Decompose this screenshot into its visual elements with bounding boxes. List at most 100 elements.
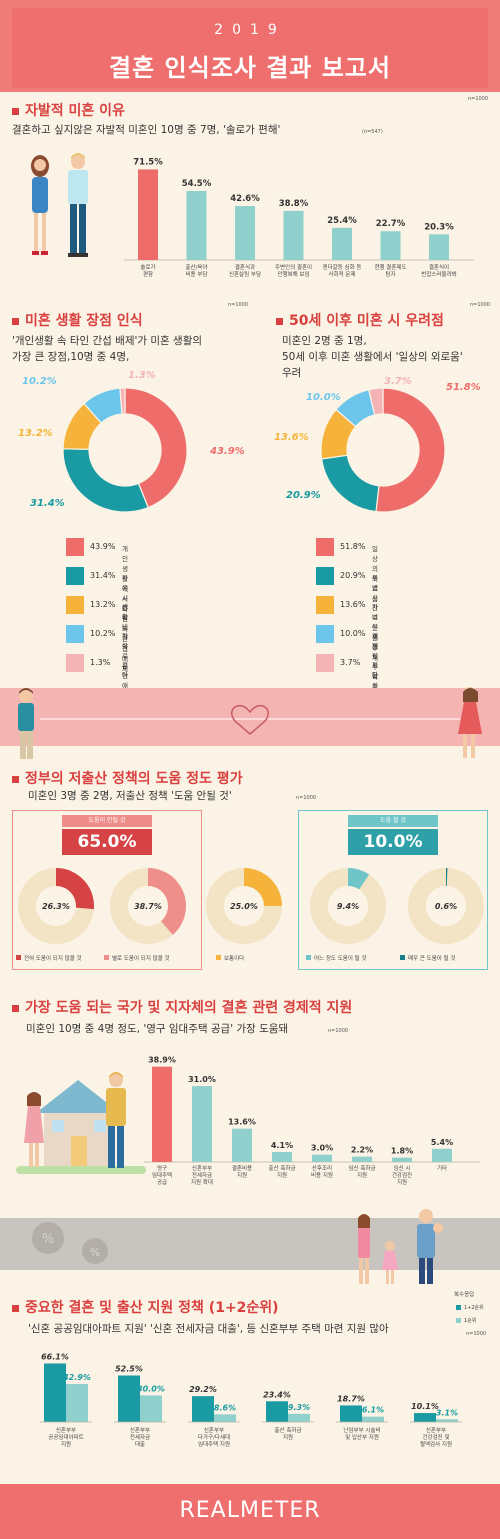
econ-bar xyxy=(352,1156,372,1162)
helpful-value: 10.0% xyxy=(348,829,438,855)
reasons-bar xyxy=(138,169,158,260)
econ-category-label: 기타 xyxy=(437,1164,447,1172)
woman-holding-string-icon xyxy=(458,687,482,758)
sec5-n: n=1000 xyxy=(328,1028,349,1034)
worries-donut-chart: 51.8% 20.9% 13.6% 10.0% 3.7% xyxy=(274,376,481,513)
advantages-pct-label: 13.2% xyxy=(18,428,53,439)
sec4-subtitle: 미혼인 3명 중 2명, 저출산 정책 '도움 안될 것' xyxy=(28,790,232,802)
mother-figure-icon xyxy=(358,1214,370,1284)
sec6-subtitle: '신혼 공공임대아파트 지원' '신혼 전세자금 대출', 등 신혼부부 주택 … xyxy=(28,1323,389,1335)
sec5-subtitle: 미혼인 10명 중 4명 정도, '영구 임대주택 공급' 가장 도움돼 xyxy=(26,1023,289,1035)
policy-bar-first xyxy=(214,1414,236,1422)
policy-gauge-value: 25.0% xyxy=(230,902,258,911)
econ-bar-value: 5.4% xyxy=(431,1138,453,1147)
legend-pct: 20.9% xyxy=(340,571,366,580)
policy-bar-first xyxy=(140,1395,162,1422)
econ-bar-value: 1.8% xyxy=(391,1147,413,1156)
sec6-title: 중요한 결혼 및 출산 지원 정책 (1+2순위) xyxy=(12,1297,279,1317)
sec2-n: n=1000 xyxy=(228,302,249,308)
policy-bar-first-second xyxy=(118,1375,140,1422)
advantages-pct-label: 31.4% xyxy=(30,498,65,509)
econ-category-label: 산후조리 비용 지원 xyxy=(311,1164,333,1179)
policy-gauge-value: 0.6% xyxy=(435,902,457,911)
not-helpful-value: 65.0% xyxy=(62,829,152,855)
econ-bar-value: 38.9% xyxy=(148,1056,176,1065)
policy-gauge-slice xyxy=(244,868,282,906)
man-holding-string-icon xyxy=(18,688,34,759)
legend-pct: 51.8% xyxy=(340,542,366,551)
policy-legend-text: 보통이다 xyxy=(224,954,244,962)
reasons-bar xyxy=(380,231,401,260)
legend-swatch xyxy=(316,654,334,672)
legend-text: 기타 xyxy=(122,661,128,679)
family-illustration xyxy=(358,1209,443,1284)
econ-bar-value: 31.0% xyxy=(188,1075,216,1084)
bullet-square-icon xyxy=(12,775,19,783)
policy-category-label: 신혼부부 건강검진 및 혈액검사 지원 xyxy=(420,1426,452,1448)
legend-text: 투병 시 간호인원 부재 xyxy=(372,574,378,662)
couple-illustration xyxy=(31,153,88,257)
house-icon xyxy=(16,1080,146,1174)
worries-pct-label: 3.7% xyxy=(384,376,412,387)
policy-gauge-slice xyxy=(446,868,448,887)
policy-bar-first xyxy=(288,1413,310,1422)
policy-value-first-second: 29.2% xyxy=(189,1385,217,1394)
legend-text: 자녀 부재한 노후 걱정 xyxy=(372,603,378,691)
policy-value-first: 30.0% xyxy=(137,1384,165,1393)
policy-gauge-slice xyxy=(348,868,370,890)
econ-bar xyxy=(312,1154,332,1162)
policy-category-label: 신혼부부 다가구/다세대 임대주택 지원 xyxy=(198,1426,230,1448)
legend-pct: 13.2% xyxy=(90,600,116,609)
legend-swatch xyxy=(456,1305,461,1310)
policy-bar-first-second xyxy=(44,1363,66,1422)
sec3-subtitle-line1: 미혼인 2명 중 1명, xyxy=(282,335,367,347)
reasons-category-label: 주변인의 결혼이 안행복해 보임 xyxy=(275,263,312,278)
helpful-box xyxy=(298,810,488,970)
econ-bar xyxy=(392,1157,412,1162)
policy-value-first-second: 18.7% xyxy=(337,1394,365,1403)
policy-value-first-second: 10.1% xyxy=(411,1402,439,1411)
legend-pct: 3.7% xyxy=(340,658,361,667)
child-figure-icon xyxy=(382,1241,398,1284)
worries-legend: 51.8% 일상의 외로움 20.9% 투병 시 간호인원 부재 13.6% 자녀 부재한… xyxy=(316,538,496,710)
policy-bar-first-second xyxy=(340,1405,362,1422)
man-figure-icon xyxy=(106,1072,126,1168)
footer-banner: REALMETER xyxy=(0,1484,500,1539)
sec1-n-small: (n=547) xyxy=(362,129,383,135)
bullet-square-icon xyxy=(12,317,19,325)
econ-bar xyxy=(192,1086,212,1162)
reasons-category-label: 젠더갈등 심화 등 사회적 문제 xyxy=(323,263,362,278)
econ-bar xyxy=(232,1128,252,1162)
policy-gauge-value: 9.4% xyxy=(337,902,359,911)
legend-swatch xyxy=(66,625,84,643)
policy-legend-swatch xyxy=(400,955,405,960)
policy-value-first-second: 23.4% xyxy=(263,1390,291,1399)
policy-category-label: 신혼부부 공공임대아파트 지원 xyxy=(48,1426,83,1448)
advantages-pct-label: 43.9% xyxy=(209,446,245,457)
bullet-square-icon xyxy=(12,1004,19,1012)
worries-slice xyxy=(375,387,446,513)
legend-swatch xyxy=(66,567,84,585)
sec6-n: n=1000 xyxy=(466,1331,487,1337)
worries-pct-label: 20.9% xyxy=(286,490,321,501)
reasons-bar xyxy=(283,210,304,260)
gray-band xyxy=(0,1218,500,1270)
legend-swatch xyxy=(316,596,334,614)
sec2-title: 미혼 생활 장점 인식 xyxy=(12,310,143,330)
legend-first-second: 1+2순위 xyxy=(456,1304,484,1311)
woman-figure-icon xyxy=(31,155,49,255)
sec3-subtitle-line3: 우려 xyxy=(282,367,302,379)
reasons-bar-chart: 71.5% 솔로가 편함 54.5% 출산/육아 비용 부담 42.6% 결혼식과 신혼살림 부… xyxy=(124,157,474,278)
helpful-label: 도움 될 것 xyxy=(348,815,438,827)
legend-pct: 13.6% xyxy=(340,600,366,609)
legend-swatch xyxy=(66,538,84,556)
advantages-legend: 43.9% 개인생활에서 타인의 간섭 배제 31.4% 자유시간 확보 13.2% 생활… xyxy=(66,538,246,710)
woman-figure-icon xyxy=(24,1092,44,1167)
reasons-category-label: 현행 결혼제도 탐지 xyxy=(374,263,406,278)
econ-bar xyxy=(272,1151,292,1162)
reasons-bar xyxy=(186,190,207,260)
legend-swatch xyxy=(316,625,334,643)
reasons-bar-value: 38.8% xyxy=(279,199,309,209)
key-policies-bar-chart: 66.1% 42.9% 신혼부부 공공임대아파트 지원 52.5% 30.0% 신혼부부 전세자… xyxy=(40,1352,462,1448)
sec2-subtitle-line1: '개인생활 속 타인 간섭 배제'가 미혼 생활의 xyxy=(12,335,203,347)
